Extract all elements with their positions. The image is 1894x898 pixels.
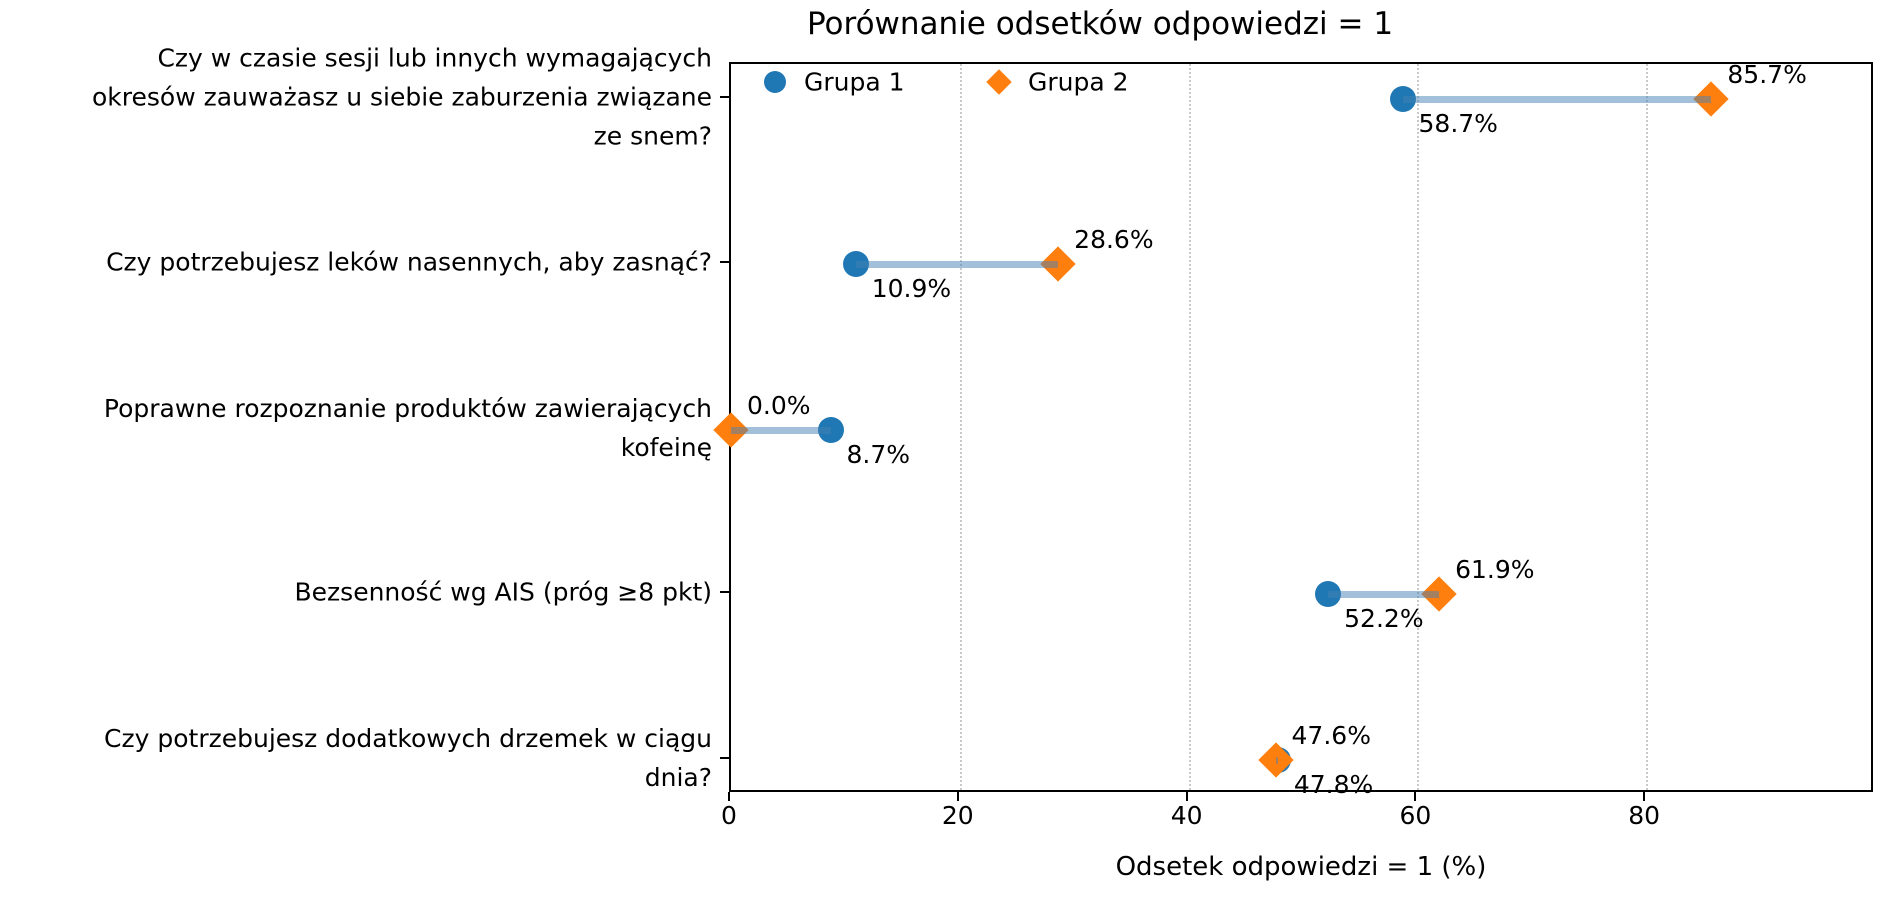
y-axis-category-label: Poprawne rozpoznanie produktów zawierają…: [103, 394, 712, 462]
x-axis-label: Odsetek odpowiedzi = 1 (%): [1115, 852, 1487, 882]
x-tick-label: 0: [721, 801, 737, 830]
value-label-grupa2: 47.6%: [1291, 721, 1371, 750]
x-tick-label: 40: [1170, 801, 1203, 830]
legend-grupa1-circle-icon: [764, 71, 786, 93]
connector-line: [731, 427, 831, 434]
chart-title: Porównanie odsetków odpowiedzi = 1: [806, 6, 1394, 42]
x-tick-mark: [728, 792, 730, 801]
gridline: [1188, 64, 1191, 790]
value-label-grupa1: 10.9%: [871, 274, 952, 303]
value-label-grupa2: 61.9%: [1455, 555, 1535, 584]
x-tick-mark: [1414, 792, 1417, 801]
y-axis-category-label: Czy potrzebujesz leków nasennych, aby za…: [106, 247, 712, 277]
x-tick-label: 80: [1628, 801, 1661, 830]
value-label-grupa1: 47.8%: [1293, 770, 1374, 799]
connector-line: [1328, 591, 1440, 598]
y-tick-mark: [720, 261, 729, 263]
y-tick-mark: [720, 591, 729, 593]
gridline: [1646, 64, 1649, 790]
gridline: [1417, 64, 1420, 790]
value-label-grupa1: 58.7%: [1418, 109, 1498, 138]
legend-grupa1-label: Grupa 1: [804, 67, 905, 97]
x-tick-label: 60: [1399, 801, 1432, 830]
value-label-grupa1: 52.2%: [1344, 604, 1424, 633]
x-tick-label: 20: [941, 801, 974, 830]
y-axis-category-label: Bezsenność wg AIS (próg ≥8 pkt): [294, 577, 712, 607]
connector-line: [855, 261, 1059, 268]
value-label-grupa1: 8.7%: [846, 440, 911, 469]
value-label-grupa2: 28.6%: [1074, 225, 1154, 254]
legend-grupa2-diamond-icon: [986, 69, 1012, 95]
value-label-grupa2: 85.7%: [1727, 60, 1807, 89]
plot-area: Grupa 1 Grupa 2 58.7% 85.7% 10.9% 28.6% 8.7%…: [713, 60, 1873, 799]
y-axis-category-label: Czy w czasie sesji lub innych wymagający…: [92, 43, 712, 151]
legend-grupa2-label: Grupa 2: [1028, 67, 1129, 97]
y-tick-mark: [720, 757, 729, 759]
x-tick-mark: [1185, 792, 1188, 801]
gridline: [959, 64, 962, 790]
connector-line: [1402, 96, 1712, 103]
y-axis-category-label: Czy potrzebujesz dodatkowych drzemek w c…: [104, 724, 712, 792]
value-label-grupa2: 0.0%: [747, 391, 811, 420]
y-tick-mark: [720, 96, 729, 98]
x-tick-mark: [956, 792, 959, 801]
x-tick-mark: [1643, 792, 1646, 801]
connector-line: [1275, 757, 1278, 764]
